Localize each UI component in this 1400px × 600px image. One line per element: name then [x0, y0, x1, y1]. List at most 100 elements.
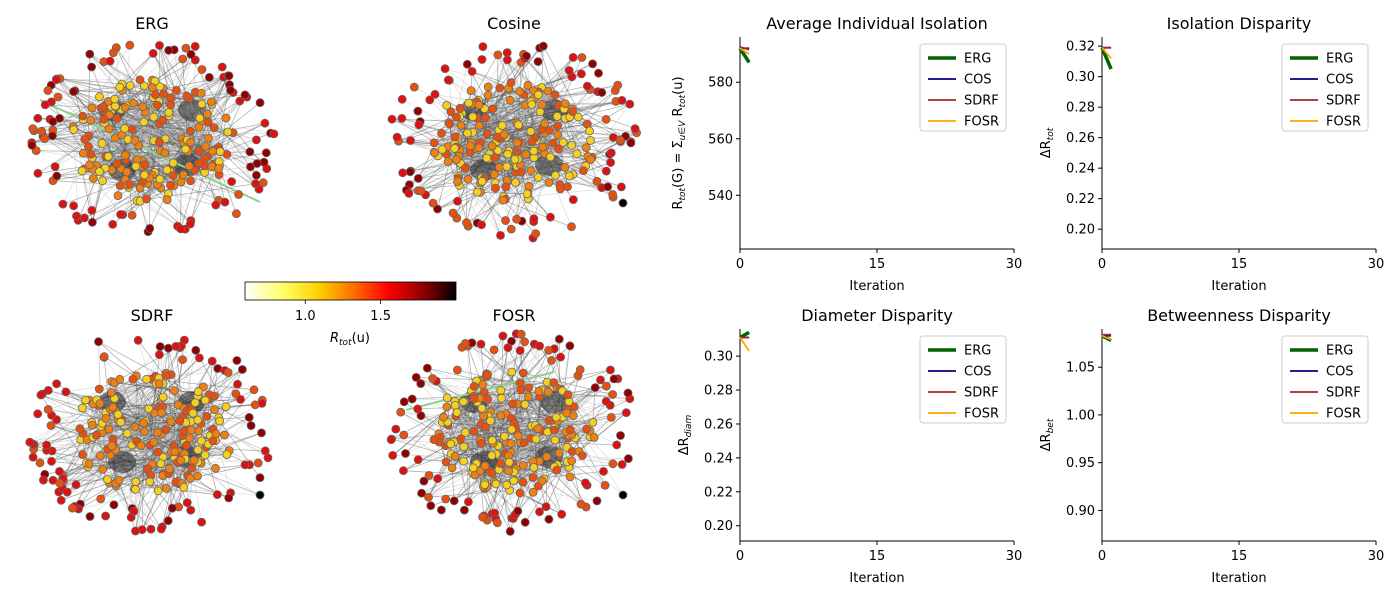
legend-entry-sdrf: SDRF: [1326, 386, 1361, 401]
network-edge: [194, 46, 220, 162]
network-edge: [190, 132, 234, 221]
network-edges: [29, 340, 269, 532]
network-node: [127, 125, 137, 134]
network-node: [212, 490, 222, 500]
y-tick-label: 0.26: [704, 417, 733, 432]
network-node: [446, 107, 456, 117]
network-node: [40, 100, 50, 110]
network-node: [33, 409, 43, 419]
network-node: [181, 144, 190, 154]
network-node: [601, 115, 611, 124]
network-edge: [114, 49, 175, 107]
network-node: [409, 82, 419, 92]
network-node: [497, 121, 507, 130]
network-edge: [115, 449, 177, 453]
network-node: [401, 449, 410, 458]
network-node: [87, 420, 97, 430]
network-node: [478, 512, 488, 522]
network-node: [391, 424, 401, 434]
network-node: [166, 180, 175, 190]
network-edge: [149, 117, 155, 178]
network-node: [551, 412, 561, 422]
network-node: [211, 200, 221, 210]
network-edge: [115, 105, 251, 153]
network-node: [482, 153, 492, 163]
network-node: [115, 82, 125, 92]
network-node: [249, 385, 259, 395]
network-node: [617, 460, 627, 469]
network-node: [526, 166, 536, 176]
network-node: [113, 409, 123, 419]
network-edge: [124, 128, 228, 133]
network-node: [505, 527, 515, 536]
network-node: [567, 140, 577, 150]
network-node: [197, 517, 207, 527]
network-node: [613, 80, 623, 90]
line-charts: Average Individual Isolation 0 15 30 540 560 5…: [671, 14, 1384, 586]
network-node: [437, 128, 446, 138]
network-node: [145, 477, 155, 487]
network-node: [529, 214, 539, 224]
network-edge: [136, 174, 220, 202]
network-node: [452, 365, 462, 375]
legend-entry-erg: ERG: [1326, 52, 1353, 67]
network-edge: [163, 464, 250, 474]
network-node: [210, 405, 219, 415]
network-edge: [98, 405, 110, 484]
network-node: [512, 147, 522, 156]
network-node: [515, 346, 525, 355]
network-node: [200, 153, 210, 163]
network-edge: [547, 57, 574, 92]
network-node: [572, 149, 582, 159]
network-edge: [173, 49, 188, 141]
y-tick-label: 0.24: [1066, 162, 1095, 177]
network-edge: [59, 78, 156, 107]
network-node: [523, 80, 533, 90]
network-node: [489, 169, 499, 179]
network-node: [223, 368, 233, 377]
network-node: [567, 222, 576, 232]
network-node: [560, 162, 570, 172]
network-edge: [51, 450, 110, 484]
network-node: [39, 475, 48, 485]
network-node: [86, 115, 96, 125]
network-node: [436, 505, 446, 515]
network-node: [568, 107, 577, 116]
network-node: [392, 132, 402, 142]
y-tick-label: 0.90: [1066, 504, 1095, 519]
network-node: [538, 41, 548, 51]
network-node: [87, 205, 97, 215]
network-edge: [74, 90, 184, 144]
network-edge: [86, 462, 162, 530]
network-panel-fosr: FOSR: [386, 306, 635, 536]
network-edge: [126, 171, 192, 221]
network-node: [104, 424, 114, 434]
network-node: [458, 397, 468, 407]
network-edge: [82, 454, 152, 530]
network-node: [207, 356, 217, 366]
network-node: [152, 100, 162, 110]
network-edge: [176, 90, 200, 152]
x-tick-label: 15: [1231, 549, 1248, 564]
network-node: [487, 141, 497, 151]
network-node: [507, 425, 517, 434]
network-node: [260, 118, 270, 128]
network-edge: [512, 438, 537, 465]
network-edge: [526, 56, 532, 102]
network-edge: [467, 86, 489, 180]
network-node: [426, 501, 436, 511]
network-edge: [36, 150, 227, 155]
network-node: [520, 399, 530, 409]
network-node: [492, 518, 502, 528]
network-node: [98, 176, 107, 186]
network-node: [524, 181, 534, 191]
network-graph-erg: [27, 40, 279, 237]
network-title-erg: ERG: [135, 14, 169, 33]
network-node: [505, 95, 515, 105]
network-edge: [444, 68, 559, 150]
network-node: [480, 461, 490, 471]
network-node: [600, 480, 610, 490]
network-node: [428, 374, 438, 383]
network-node: [512, 138, 522, 148]
network-edge: [67, 489, 136, 493]
